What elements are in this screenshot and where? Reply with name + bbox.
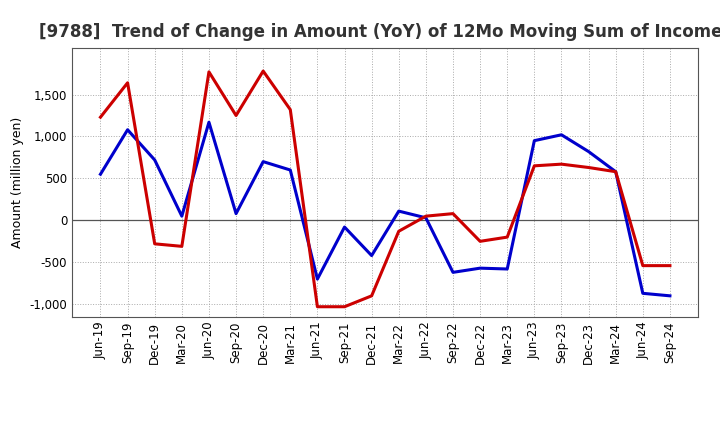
Net Income [530,163,539,169]
Ordinary Income [286,167,294,172]
Net Income [476,238,485,244]
Net Income [449,211,457,216]
Net Income [584,165,593,170]
Ordinary Income [665,293,674,298]
Ordinary Income [232,211,240,216]
Ordinary Income [150,158,159,163]
Y-axis label: Amount (million yen): Amount (million yen) [11,117,24,248]
Ordinary Income [204,120,213,125]
Ordinary Income [557,132,566,137]
Ordinary Income [639,291,647,296]
Ordinary Income [421,215,430,220]
Ordinary Income [476,265,485,271]
Ordinary Income [503,266,511,271]
Net Income [96,114,105,120]
Line: Net Income: Net Income [101,71,670,307]
Net Income [313,304,322,309]
Ordinary Income [96,172,105,177]
Net Income [204,69,213,74]
Net Income [259,68,268,73]
Ordinary Income [367,253,376,258]
Net Income [286,107,294,112]
Net Income [123,80,132,85]
Net Income [150,241,159,246]
Net Income [178,244,186,249]
Ordinary Income [449,270,457,275]
Title: [9788]  Trend of Change in Amount (YoY) of 12Mo Moving Sum of Incomes: [9788] Trend of Change in Amount (YoY) o… [38,23,720,41]
Net Income [665,263,674,268]
Ordinary Income [313,276,322,282]
Ordinary Income [178,213,186,219]
Ordinary Income [584,149,593,154]
Net Income [395,229,403,234]
Net Income [341,304,349,309]
Ordinary Income [341,224,349,230]
Net Income [611,169,620,174]
Net Income [421,213,430,219]
Legend: Ordinary Income, Net Income: Ordinary Income, Net Income [215,436,555,440]
Ordinary Income [259,159,268,164]
Net Income [639,263,647,268]
Ordinary Income [611,169,620,174]
Net Income [232,113,240,118]
Ordinary Income [395,209,403,214]
Ordinary Income [123,127,132,132]
Net Income [557,161,566,167]
Net Income [503,235,511,240]
Ordinary Income [530,138,539,143]
Net Income [367,293,376,298]
Line: Ordinary Income: Ordinary Income [101,122,670,296]
